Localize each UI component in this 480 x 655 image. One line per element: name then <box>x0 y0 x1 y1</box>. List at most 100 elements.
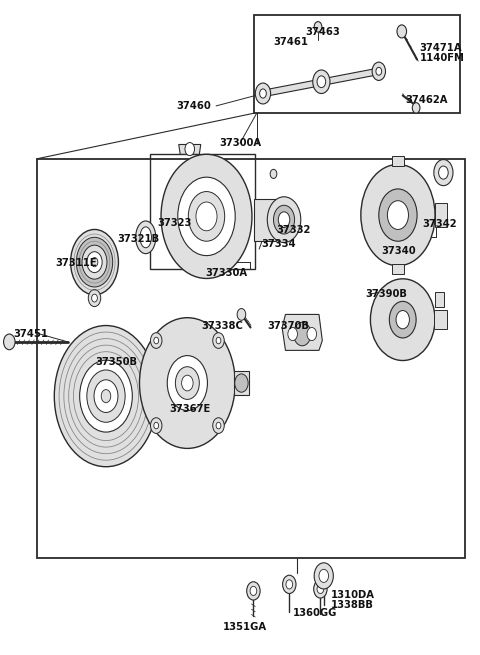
Circle shape <box>317 76 325 88</box>
Circle shape <box>92 294 97 302</box>
Text: 37462A: 37462A <box>405 95 448 105</box>
Circle shape <box>196 202 217 231</box>
Text: 1360GG: 1360GG <box>293 608 337 618</box>
Polygon shape <box>263 68 379 97</box>
Circle shape <box>80 360 132 432</box>
Ellipse shape <box>371 279 435 360</box>
Circle shape <box>185 143 194 156</box>
Text: 1140FM: 1140FM <box>420 53 464 64</box>
Circle shape <box>314 22 322 32</box>
Circle shape <box>154 337 158 344</box>
Text: 37300A: 37300A <box>219 138 261 148</box>
Bar <box>435 292 444 307</box>
Text: 37463: 37463 <box>305 27 340 37</box>
Circle shape <box>286 580 293 589</box>
Circle shape <box>140 318 235 449</box>
Circle shape <box>387 200 408 229</box>
Text: 37334: 37334 <box>262 239 296 249</box>
Ellipse shape <box>136 221 156 253</box>
Circle shape <box>283 575 296 593</box>
Polygon shape <box>282 314 323 350</box>
Ellipse shape <box>140 227 152 248</box>
Bar <box>254 15 460 113</box>
Bar <box>254 198 276 241</box>
Circle shape <box>94 380 118 413</box>
Text: 37330A: 37330A <box>205 269 248 278</box>
Circle shape <box>154 422 158 429</box>
Text: 37340: 37340 <box>381 246 416 256</box>
Circle shape <box>372 62 385 81</box>
Text: 37451: 37451 <box>13 329 48 339</box>
Circle shape <box>87 252 102 272</box>
Circle shape <box>396 310 409 329</box>
Bar <box>150 155 255 269</box>
Circle shape <box>314 580 327 598</box>
Circle shape <box>307 328 317 341</box>
Text: 1338BB: 1338BB <box>331 600 374 610</box>
Circle shape <box>167 356 207 411</box>
Text: 1310DA: 1310DA <box>331 590 375 601</box>
Text: 37367E: 37367E <box>169 404 210 414</box>
Circle shape <box>71 229 119 295</box>
Circle shape <box>91 257 98 267</box>
Circle shape <box>267 196 301 242</box>
Circle shape <box>76 237 113 287</box>
Circle shape <box>82 245 107 279</box>
Polygon shape <box>392 264 404 274</box>
Circle shape <box>397 25 407 38</box>
Bar <box>435 203 447 227</box>
Circle shape <box>101 390 111 403</box>
Circle shape <box>412 103 420 113</box>
Circle shape <box>434 160 453 185</box>
Circle shape <box>255 83 271 104</box>
Circle shape <box>216 337 221 344</box>
Text: 37460: 37460 <box>177 101 211 111</box>
Circle shape <box>288 328 298 341</box>
Circle shape <box>216 422 221 429</box>
Bar <box>234 371 249 395</box>
Circle shape <box>54 326 157 467</box>
Text: 37390B: 37390B <box>365 289 407 299</box>
Circle shape <box>213 333 224 348</box>
Circle shape <box>313 70 330 94</box>
Circle shape <box>379 189 417 241</box>
Text: 37321B: 37321B <box>117 234 159 244</box>
Text: 1351GA: 1351GA <box>223 622 267 632</box>
Circle shape <box>376 67 382 75</box>
Text: 37311E: 37311E <box>56 259 97 269</box>
Circle shape <box>175 367 199 400</box>
Circle shape <box>247 582 260 600</box>
Circle shape <box>270 170 277 178</box>
Circle shape <box>87 370 125 422</box>
Circle shape <box>294 322 311 346</box>
Circle shape <box>274 205 295 234</box>
Text: 37370B: 37370B <box>267 321 309 331</box>
Circle shape <box>181 375 193 391</box>
Circle shape <box>250 586 257 595</box>
Text: 37342: 37342 <box>422 219 456 229</box>
Ellipse shape <box>361 164 435 266</box>
Circle shape <box>178 177 235 255</box>
Circle shape <box>260 89 266 98</box>
Circle shape <box>213 418 224 434</box>
Circle shape <box>3 334 15 350</box>
Text: 37471A: 37471A <box>420 43 462 53</box>
Text: 37461: 37461 <box>274 37 309 47</box>
Circle shape <box>389 301 416 338</box>
Text: 37323: 37323 <box>157 218 192 228</box>
Circle shape <box>150 418 162 434</box>
Circle shape <box>278 212 290 227</box>
Circle shape <box>319 569 328 582</box>
Circle shape <box>439 166 448 179</box>
Circle shape <box>161 155 252 278</box>
Circle shape <box>317 584 324 593</box>
Circle shape <box>235 374 248 392</box>
Bar <box>434 310 447 329</box>
Text: 37350B: 37350B <box>96 357 137 367</box>
Circle shape <box>314 563 333 589</box>
Circle shape <box>188 191 225 241</box>
Circle shape <box>237 309 246 320</box>
Text: 37332: 37332 <box>276 225 310 235</box>
Circle shape <box>88 290 101 307</box>
Bar <box>36 159 465 557</box>
